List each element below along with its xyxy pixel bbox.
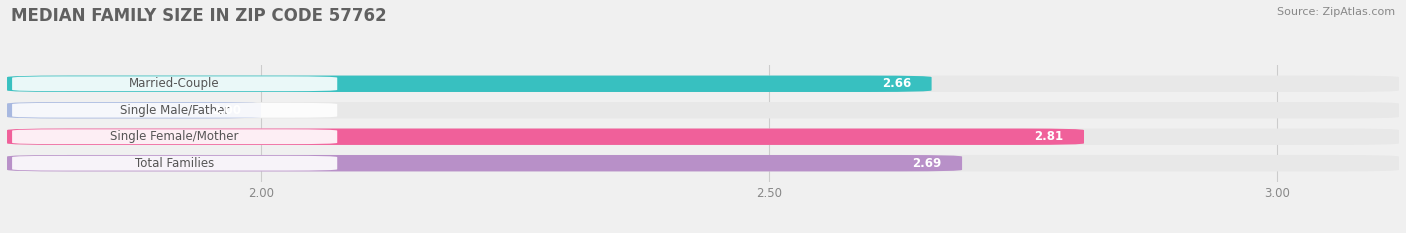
Text: MEDIAN FAMILY SIZE IN ZIP CODE 57762: MEDIAN FAMILY SIZE IN ZIP CODE 57762 bbox=[11, 7, 387, 25]
FancyBboxPatch shape bbox=[7, 102, 262, 118]
Text: Single Male/Father: Single Male/Father bbox=[120, 104, 229, 117]
Text: 2.00: 2.00 bbox=[212, 104, 240, 117]
FancyBboxPatch shape bbox=[13, 129, 337, 144]
Text: 2.69: 2.69 bbox=[912, 157, 942, 170]
Text: 2.81: 2.81 bbox=[1035, 130, 1064, 143]
Text: Source: ZipAtlas.com: Source: ZipAtlas.com bbox=[1277, 7, 1395, 17]
FancyBboxPatch shape bbox=[7, 129, 1084, 145]
FancyBboxPatch shape bbox=[13, 156, 337, 171]
FancyBboxPatch shape bbox=[7, 155, 1399, 171]
Text: Married-Couple: Married-Couple bbox=[129, 77, 219, 90]
FancyBboxPatch shape bbox=[7, 102, 1399, 118]
FancyBboxPatch shape bbox=[7, 155, 962, 171]
Text: 2.66: 2.66 bbox=[882, 77, 911, 90]
FancyBboxPatch shape bbox=[13, 103, 337, 118]
Text: Single Female/Mother: Single Female/Mother bbox=[111, 130, 239, 143]
Text: Total Families: Total Families bbox=[135, 157, 214, 170]
FancyBboxPatch shape bbox=[7, 75, 1399, 92]
FancyBboxPatch shape bbox=[7, 129, 1399, 145]
FancyBboxPatch shape bbox=[7, 75, 932, 92]
FancyBboxPatch shape bbox=[13, 76, 337, 91]
